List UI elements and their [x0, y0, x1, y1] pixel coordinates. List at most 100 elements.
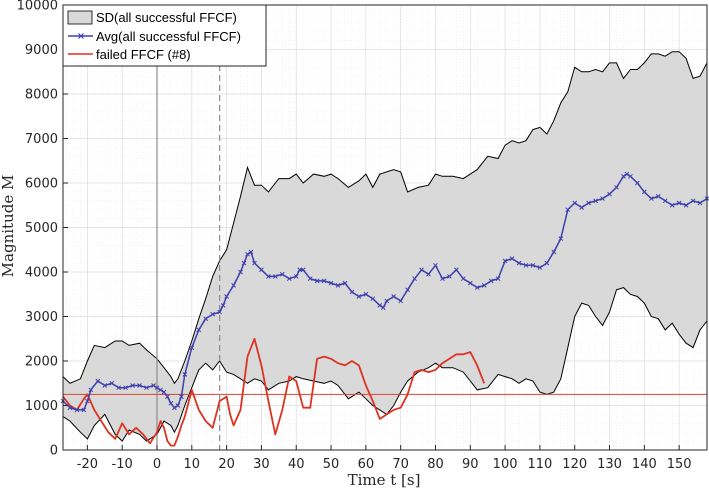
avg-point: [252, 260, 257, 266]
avg-point: [467, 280, 473, 286]
x-tick-label: 150: [667, 457, 692, 472]
avg-point: [440, 276, 445, 282]
x-tick-label: 30: [253, 457, 270, 472]
avg-point: [426, 271, 431, 277]
avg-point: [614, 185, 619, 190]
avg-point: [241, 260, 247, 266]
avg-point: [690, 198, 696, 204]
avg-point: [109, 380, 115, 386]
avg-point: [203, 316, 209, 322]
legend: SD(all successful FFCF) Avg(all successf…: [62, 4, 267, 67]
y-axis-title: Magnitude M: [0, 175, 17, 278]
avg-point: [161, 389, 167, 395]
avg-point: [662, 198, 668, 204]
x-tick-label: 120: [562, 457, 587, 472]
avg-point: [384, 298, 390, 304]
x-tick-label: 110: [527, 457, 552, 472]
sd-band-upper-edge: [62, 51, 708, 385]
avg-point: [412, 276, 417, 282]
x-tick-label: 100: [493, 457, 518, 472]
legend-swatch-band: [67, 10, 93, 25]
avg-point: [245, 251, 250, 257]
avg-point: [628, 173, 633, 179]
sd-band: [63, 51, 707, 442]
avg-point: [676, 200, 682, 206]
avg-point: [220, 303, 226, 308]
y-tick-label: 6000: [25, 177, 58, 192]
avg-point: [502, 258, 508, 264]
legend-entry-sd: SD(all successful FFCF): [67, 10, 237, 25]
avg-point: [272, 274, 278, 279]
avg-point: [697, 200, 703, 206]
avg-point: [67, 405, 73, 411]
x-axis-ticks: -20 -10 0 10 20 30 40 50 60 70 80 90 100 110 120 130 140…: [77, 445, 692, 472]
avg-point: [544, 260, 550, 266]
avg-point: [189, 345, 195, 351]
avg-point: [648, 196, 654, 201]
avg-point: [342, 280, 348, 286]
avg-point: [123, 385, 129, 391]
avg-point: [460, 276, 466, 282]
avg-point: [655, 193, 661, 199]
x-tick-label: 0: [153, 457, 161, 472]
avg-point: [151, 383, 156, 388]
x-tick-label: 40: [288, 457, 305, 472]
avg-point: [154, 385, 160, 391]
avg-point: [95, 378, 101, 384]
avg-point: [231, 282, 236, 288]
avg-point: [621, 173, 626, 179]
y-tick-label: 4000: [25, 266, 58, 281]
avg-point: [85, 398, 90, 404]
y-tick-label: 2000: [25, 355, 58, 370]
avg-point: [683, 202, 689, 208]
avg-point: [481, 282, 487, 288]
avg-point: [488, 278, 494, 284]
avg-point: [321, 278, 327, 284]
avg-point: [607, 191, 612, 197]
legend-box: [62, 4, 267, 67]
legend-swatch-avg-marker: [78, 33, 84, 39]
avg-point: [474, 285, 480, 290]
avg-point: [391, 294, 397, 299]
avg-point: [279, 271, 285, 277]
avg-point: [586, 200, 591, 206]
avg-point: [398, 298, 404, 304]
avg-point: [405, 287, 410, 293]
avg-point: [447, 274, 452, 279]
y-tick-label: 3000: [25, 310, 58, 325]
y-tick-label: 0: [50, 444, 58, 459]
avg-point: [217, 309, 223, 315]
avg-point: [356, 294, 362, 299]
avg-point: [377, 303, 383, 308]
avg-point: [102, 383, 108, 388]
y-axis-label: Magnitude M: [0, 175, 17, 278]
x-tick-label: 90: [462, 457, 479, 472]
legend-label-sd: SD(all successful FFCF): [96, 10, 237, 25]
avg-point: [179, 394, 184, 399]
avg-point: [248, 249, 254, 255]
avg-point: [624, 171, 630, 177]
sd-band-lower-edge: [62, 287, 708, 442]
avg-point: [81, 407, 87, 413]
avg-point: [165, 394, 170, 399]
avg-point: [314, 278, 320, 284]
avg-point: [335, 282, 341, 288]
y-tick-label: 8000: [25, 88, 58, 103]
avg-point: [224, 294, 229, 299]
avg-point: [328, 280, 334, 286]
avg-point: [238, 269, 243, 275]
x-tick-label: 10: [184, 457, 201, 472]
avg-point: [293, 274, 299, 279]
x-tick-label: 20: [218, 457, 235, 472]
avg-point: [635, 180, 640, 186]
avg-point: [572, 200, 578, 206]
avg-point: [509, 256, 515, 262]
avg-point: [144, 385, 149, 391]
avg-point: [495, 276, 501, 282]
x-tick-label: 60: [358, 457, 375, 472]
legend-entry-avg: Avg(all successful FFCF): [68, 29, 241, 44]
y-tick-label: 1000: [25, 399, 58, 414]
avg-point: [130, 383, 135, 388]
avg-point: [363, 291, 369, 297]
